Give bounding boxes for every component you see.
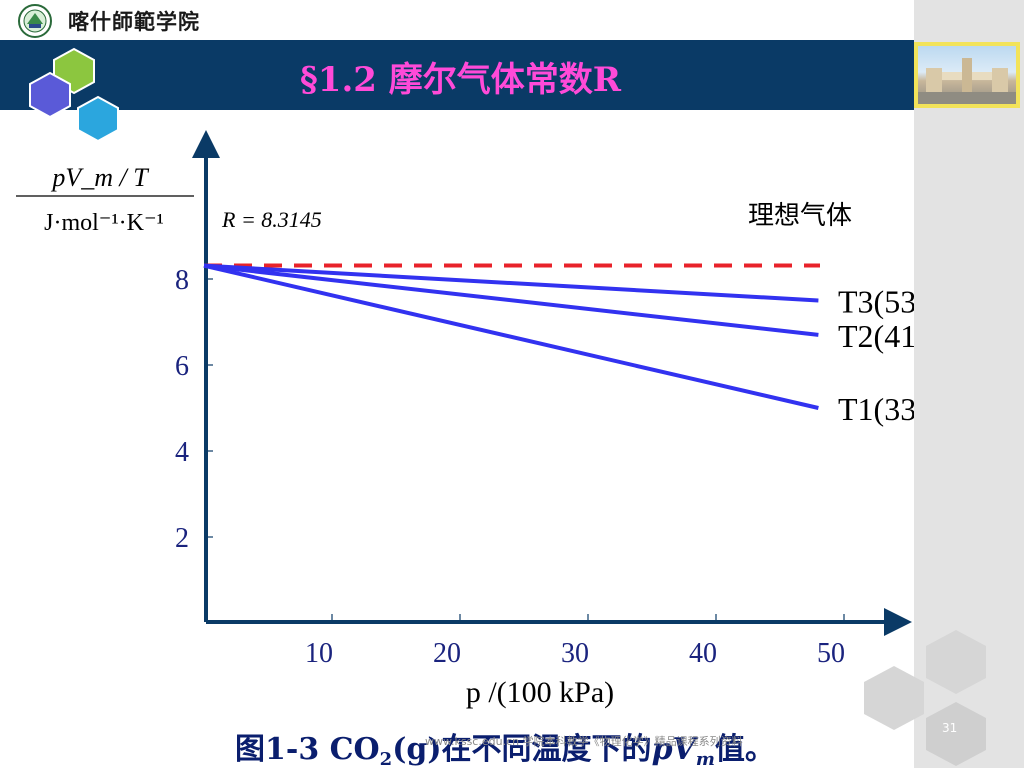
caption-mid: (g)在不同温度下的 (392, 732, 652, 767)
caption-var-V: V (672, 732, 696, 767)
x-tick-label: 30 (561, 638, 589, 669)
y-axis-label-bottom: J·mol⁻¹·K⁻¹ (44, 210, 164, 236)
school-logo-icon (18, 4, 52, 38)
campus-gate-icon (918, 58, 1016, 104)
page-number: 31 (942, 721, 958, 735)
caption-subscript-2: 2 (379, 749, 393, 768)
y-tick-label: 8 (175, 265, 189, 296)
slide-title: §1.2 摩尔气体常数R (300, 60, 622, 100)
y-tick-label: 6 (175, 351, 189, 382)
hexagon-logo-icon (29, 47, 119, 143)
x-tick-label: 50 (817, 638, 845, 669)
footer-note: www.kssc.edu.cn 学院本科教学《物理化学》精品课程系列资料 (425, 735, 743, 748)
series-line-1 (203, 263, 819, 337)
series-label-1: T2(410K) (838, 318, 914, 354)
y-tick-label: 4 (175, 437, 189, 468)
series-label-2: T1(333K) (838, 391, 914, 427)
caption-suffix: 值。 (714, 732, 775, 767)
y-axis-label-top: pV_m / T (50, 163, 149, 192)
caption-subscript-m: m (695, 749, 715, 768)
ideal-gas-label: 理想气体 (748, 201, 852, 231)
figure-caption: 图1-3 CO2(g)在不同温度下的pVm值。 (235, 724, 775, 768)
x-axis-label: p /(100 kPa) (466, 676, 614, 709)
school-name: 喀什師範学院 (68, 9, 200, 34)
x-tick-label: 20 (433, 638, 461, 669)
decorative-hexagons-icon (864, 630, 986, 766)
caption-prefix: 图1-3 CO (235, 732, 380, 767)
header-top (0, 0, 914, 40)
caption-var-p: p (651, 732, 673, 767)
x-tick-label: 40 (689, 638, 717, 669)
reference-value-label: R = 8.3145 (221, 207, 322, 232)
series-line-0 (203, 263, 819, 303)
y-tick-label: 2 (175, 523, 189, 554)
x-tick-label: 10 (305, 638, 333, 669)
series-label-0: T3(531K) (838, 284, 914, 320)
series-line-2 (203, 263, 819, 410)
title-bar (0, 40, 914, 110)
chart: 10 20 30 40 50 2 4 6 8 pV_m / T J·mol⁻¹·K⁻¹ R = 8.… (16, 130, 914, 709)
campus-photo (914, 42, 1020, 108)
